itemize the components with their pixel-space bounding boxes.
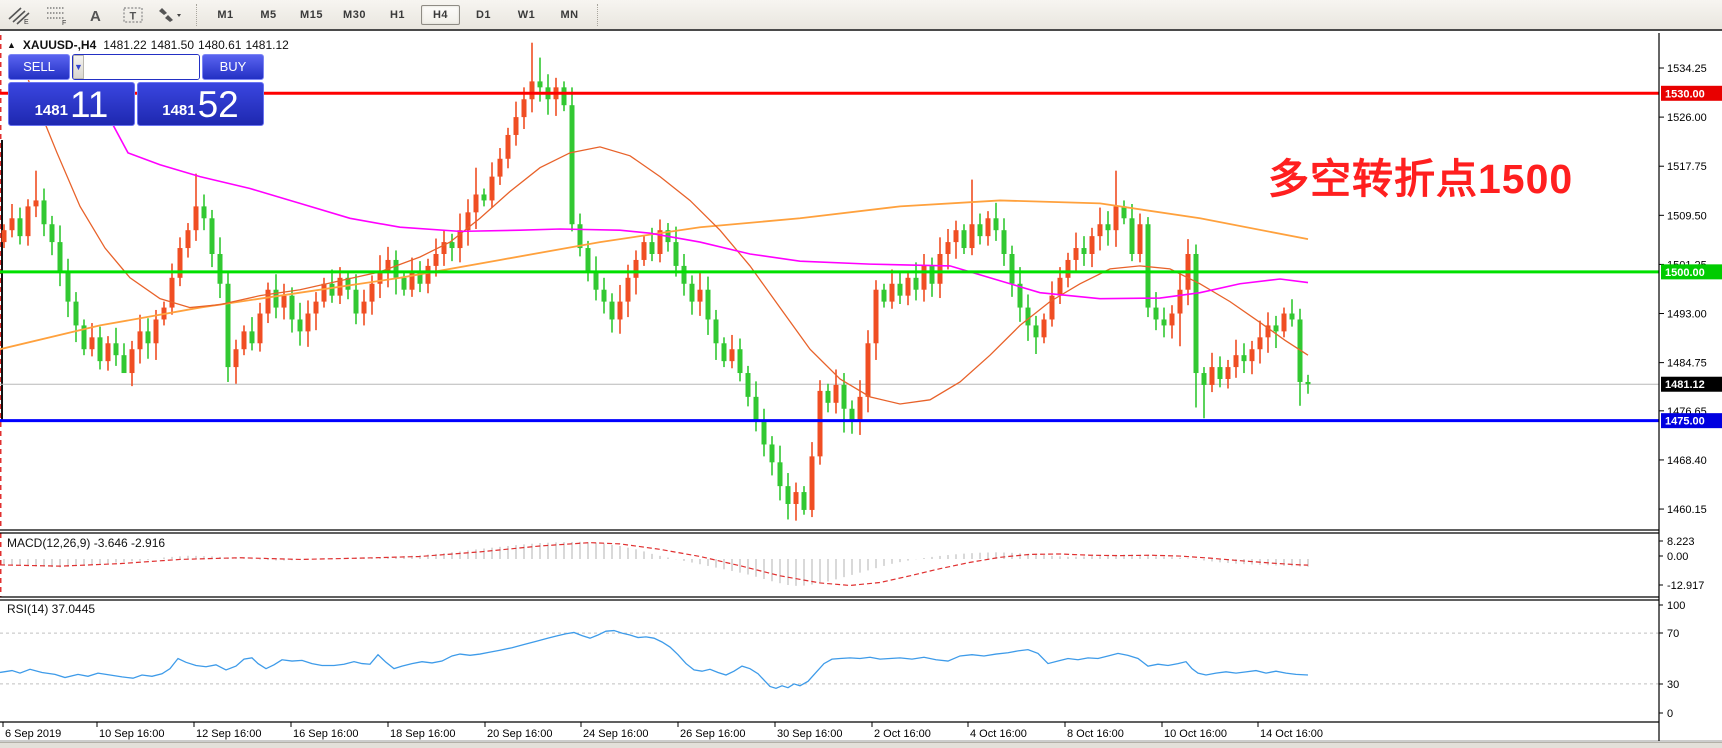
sell-price-pips: 11 bbox=[69, 84, 109, 125]
symbol-period-label: XAUUSD-,H4 bbox=[22, 38, 97, 52]
svg-text:10 Sep 16:00: 10 Sep 16:00 bbox=[99, 728, 164, 740]
svg-text:30: 30 bbox=[1667, 679, 1679, 691]
svg-text:1517.75: 1517.75 bbox=[1667, 161, 1707, 173]
buy-price-display[interactable]: 1481 52 bbox=[137, 82, 264, 126]
svg-text:24 Sep 16:00: 24 Sep 16:00 bbox=[583, 728, 648, 740]
main-toolbar: E F A T M1 M5 M15 M30 H1 H4 D1 W1 MN bbox=[0, 0, 1722, 31]
macd-indicator-label: MACD(12,26,9) -3.646 -2.916 bbox=[7, 536, 166, 550]
text-label-icon[interactable]: T bbox=[115, 1, 151, 28]
tf-button-m1[interactable]: M1 bbox=[217, 8, 234, 21]
ohlc-high: 1481.50 bbox=[150, 38, 195, 52]
svg-text:0: 0 bbox=[1667, 708, 1673, 720]
chart-annotation-text: 多空转折点1500 bbox=[1268, 156, 1574, 202]
sell-button[interactable]: SELL bbox=[8, 54, 70, 80]
svg-text:30 Sep 16:00: 30 Sep 16:00 bbox=[777, 728, 842, 740]
svg-text:2 Oct 16:00: 2 Oct 16:00 bbox=[874, 728, 931, 740]
svg-text:1530.00: 1530.00 bbox=[1665, 88, 1705, 100]
svg-text:8.223: 8.223 bbox=[1667, 536, 1695, 548]
svg-text:12 Sep 16:00: 12 Sep 16:00 bbox=[196, 728, 261, 740]
svg-text:1460.15: 1460.15 bbox=[1667, 504, 1707, 516]
volume-decrease-button[interactable]: ▼ bbox=[73, 55, 84, 79]
tf-button-m30[interactable]: M30 bbox=[343, 8, 366, 21]
svg-text:1493.00: 1493.00 bbox=[1667, 309, 1707, 321]
svg-text:18 Sep 16:00: 18 Sep 16:00 bbox=[390, 728, 455, 740]
main-price-panel bbox=[0, 35, 1659, 529]
toolbar-separator-2 bbox=[597, 3, 599, 26]
chart-frame bbox=[0, 33, 1722, 742]
svg-text:14 Oct 16:00: 14 Oct 16:00 bbox=[1260, 728, 1323, 740]
tf-button-d1[interactable]: D1 bbox=[475, 8, 492, 21]
direction-arrow-icon: ▲ bbox=[7, 40, 16, 50]
ohlc-open: 1481.22 bbox=[103, 38, 147, 52]
time-axis: 6 Sep 2019 10 Sep 16:00 12 Sep 16:00 16 Sep… bbox=[2, 722, 1323, 740]
tf-button-m5[interactable]: M5 bbox=[260, 8, 277, 21]
svg-text:20 Sep 16:00: 20 Sep 16:00 bbox=[487, 728, 552, 740]
toolbar-separator bbox=[196, 3, 198, 26]
svg-text:1484.75: 1484.75 bbox=[1667, 358, 1707, 370]
svg-text:1500.00: 1500.00 bbox=[1665, 267, 1705, 279]
tf-button-m15[interactable]: M15 bbox=[300, 8, 323, 21]
buy-button[interactable]: BUY bbox=[202, 54, 264, 80]
bottom-status-strip bbox=[0, 742, 1722, 748]
svg-text:1481.12: 1481.12 bbox=[1665, 379, 1705, 391]
svg-text:16 Sep 16:00: 16 Sep 16:00 bbox=[293, 728, 358, 740]
ohlc-close: 1481.12 bbox=[245, 38, 289, 52]
svg-text:A: A bbox=[90, 8, 101, 25]
rsi-panel bbox=[0, 629, 1659, 690]
sell-price-base: 1481 bbox=[34, 102, 68, 119]
timeframe-buttons: M1 M5 M15 M30 H1 H4 D1 W1 MN bbox=[204, 4, 591, 25]
equidistant-channel-icon[interactable]: E bbox=[1, 1, 37, 28]
volume-spinner: ▼ ▲ bbox=[72, 54, 200, 80]
svg-text:70: 70 bbox=[1667, 628, 1679, 640]
price-axis: 1534.251526.001517.751509.501501.251493.… bbox=[1659, 63, 1722, 720]
symbol-header: ▲ XAUUSD-,H4 1481.22 1481.50 1480.61 148… bbox=[7, 38, 289, 52]
rsi-indicator-label: RSI(14) 37.0445 bbox=[7, 602, 96, 616]
svg-text:-12.917: -12.917 bbox=[1667, 580, 1704, 592]
tf-button-mn[interactable]: MN bbox=[560, 8, 579, 21]
svg-text:1468.40: 1468.40 bbox=[1667, 455, 1707, 467]
svg-text:0.00: 0.00 bbox=[1667, 551, 1688, 563]
svg-text:1526.00: 1526.00 bbox=[1667, 112, 1707, 124]
tf-button-h4[interactable]: H4 bbox=[421, 4, 460, 25]
svg-text:8 Oct 16:00: 8 Oct 16:00 bbox=[1067, 728, 1124, 740]
svg-text:F: F bbox=[62, 20, 66, 25]
buy-price-base: 1481 bbox=[162, 102, 196, 119]
volume-input[interactable] bbox=[83, 55, 199, 79]
svg-text:4 Oct 16:00: 4 Oct 16:00 bbox=[970, 728, 1027, 740]
text-icon[interactable]: A bbox=[77, 1, 113, 28]
buy-price-pips: 52 bbox=[197, 84, 239, 125]
sell-price-display[interactable]: 1481 11 bbox=[8, 82, 135, 126]
svg-text:100: 100 bbox=[1667, 600, 1685, 612]
chart-window: 1534.251526.001517.751509.501501.251493.… bbox=[0, 33, 1722, 748]
svg-text:1534.25: 1534.25 bbox=[1667, 63, 1707, 75]
svg-text:6 Sep 2019: 6 Sep 2019 bbox=[5, 728, 61, 740]
svg-text:1509.50: 1509.50 bbox=[1667, 210, 1707, 222]
one-click-trading-panel: SELL ▼ ▲ BUY 1481 11 1481 52 bbox=[8, 54, 264, 126]
arrow-objects-icon[interactable] bbox=[153, 1, 189, 28]
svg-text:10 Oct 16:00: 10 Oct 16:00 bbox=[1164, 728, 1227, 740]
svg-text:26 Sep 16:00: 26 Sep 16:00 bbox=[680, 728, 745, 740]
svg-text:1475.00: 1475.00 bbox=[1665, 416, 1705, 428]
tf-button-h1[interactable]: H1 bbox=[389, 8, 406, 21]
macd-panel bbox=[0, 533, 1309, 597]
tf-button-w1[interactable]: W1 bbox=[517, 8, 536, 21]
fibonacci-lines-icon[interactable]: F bbox=[39, 1, 75, 28]
svg-text:T: T bbox=[130, 10, 137, 22]
svg-text:E: E bbox=[24, 19, 29, 25]
ohlc-low: 1480.61 bbox=[198, 38, 242, 52]
